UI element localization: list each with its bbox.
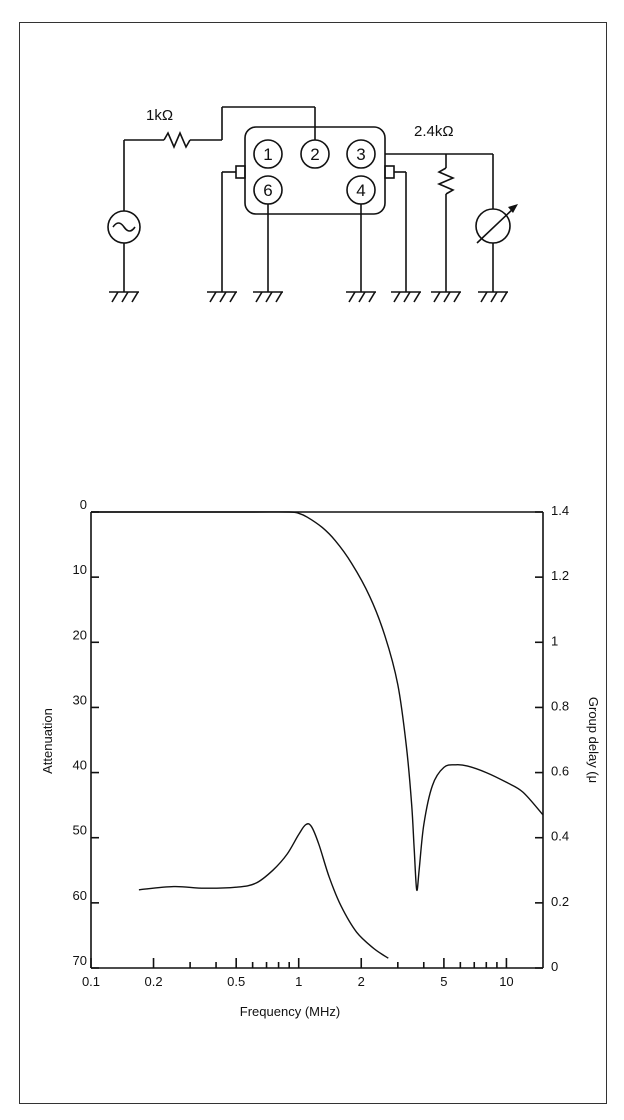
ground-icon — [346, 291, 376, 303]
y2-tick-label: 1 — [551, 633, 558, 648]
source-resistor-label: 1kΩ — [146, 107, 173, 124]
ground-symbols — [109, 243, 508, 303]
y2-tick-label: 0.2 — [551, 894, 569, 909]
x-tick-label: 5 — [440, 974, 447, 989]
y-tick-label: 0 — [80, 497, 87, 512]
ground-icon — [207, 291, 237, 303]
y2-tick-label: 0 — [551, 959, 558, 974]
y-axis-label: Attenuation — [40, 708, 55, 774]
chart-series — [90, 511, 544, 959]
x-tick-label: 10 — [499, 974, 513, 989]
x-tick-label: 1 — [295, 974, 302, 989]
y-tick-label: 10 — [73, 562, 87, 577]
attenuation-curve — [90, 511, 544, 892]
case-tab-right — [384, 165, 395, 179]
ground-icon — [253, 291, 283, 303]
x-tick-label: 0.1 — [82, 974, 100, 989]
y-tick-label: 40 — [73, 758, 87, 773]
pin-2: 2 — [300, 139, 330, 169]
frequency-response-chart: 0.1 0.2 0.5 1 2 5 10 0 10 20 30 40 50 60 70 1.4 1.2 1 0.8 0… — [40, 497, 601, 1019]
svg-text:2: 2 — [310, 145, 319, 164]
svg-text:4: 4 — [356, 181, 365, 200]
pin-6: 6 — [253, 175, 283, 205]
y2-tick-label: 0.6 — [551, 764, 569, 779]
x-tick-label: 0.5 — [227, 974, 245, 989]
pin-1: 1 — [253, 139, 283, 169]
ground-icon — [391, 291, 421, 303]
y-tick-label: 20 — [73, 627, 87, 642]
chart-ticks: 0.1 0.2 0.5 1 2 5 10 0 10 20 30 40 50 60 70 1.4 1.2 1 0.8 0… — [73, 497, 570, 989]
y2-tick-label: 1.2 — [551, 568, 569, 583]
y2-tick-label: 0.4 — [551, 829, 569, 844]
x-axis-label: Frequency (MHz) — [240, 1004, 340, 1019]
y-tick-label: 70 — [73, 953, 87, 968]
case-tab-left — [235, 165, 246, 179]
y-tick-label: 30 — [73, 692, 87, 707]
ac-source-icon — [107, 210, 141, 244]
svg-text:1: 1 — [263, 145, 272, 164]
source-resistor — [163, 130, 191, 150]
y2-tick-label: 1.4 — [551, 503, 569, 518]
group-delay-curve — [138, 823, 389, 959]
pin-4: 4 — [346, 175, 376, 205]
figure-frame — [19, 22, 607, 1104]
y-tick-label: 50 — [73, 823, 87, 838]
ground-icon — [478, 291, 508, 303]
svg-text:6: 6 — [263, 181, 272, 200]
ground-icon — [431, 291, 461, 303]
circuit-schematic: 1kΩ 1 2 3 6 4 — [107, 106, 518, 303]
x-tick-label: 0.2 — [144, 974, 162, 989]
y-tick-label: 60 — [73, 888, 87, 903]
x-tick-label: 2 — [358, 974, 365, 989]
load-resistor-label: 2.4kΩ — [414, 123, 454, 140]
chart-axes — [90, 511, 544, 969]
meter-icon — [475, 204, 518, 244]
svg-text:3: 3 — [356, 145, 365, 164]
y2-tick-label: 0.8 — [551, 698, 569, 713]
ground-icon — [109, 243, 139, 303]
load-resistor — [436, 167, 456, 195]
pin-3: 3 — [346, 139, 376, 169]
y2-axis-label: Group delay (μ — [586, 697, 601, 783]
